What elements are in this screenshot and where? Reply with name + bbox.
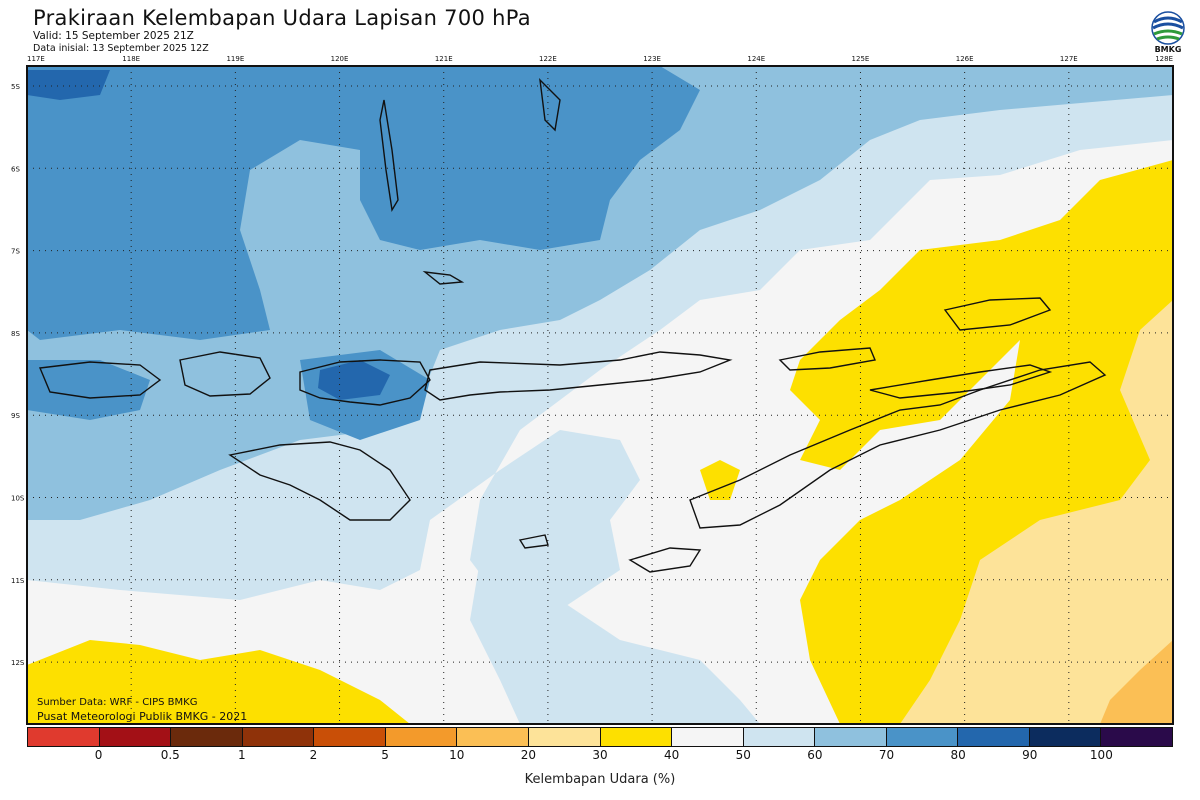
colorbar-segment (743, 728, 816, 746)
lon-label-119E: 119E (226, 55, 244, 63)
humidity-colorbar (27, 727, 1173, 747)
initial-data-time: Data inisial: 13 September 2025 12Z (33, 43, 209, 54)
coastline-buton (539, 78, 561, 132)
lon-label-118E: 118E (122, 55, 140, 63)
lon-label-124E: 124E (747, 55, 765, 63)
lat-label-8S: 8S (11, 330, 20, 338)
colorbar-tick: 1 (238, 748, 246, 762)
coastline-tanahjampea (422, 271, 465, 285)
colorbar-tick: 40 (663, 748, 680, 762)
lat-label-9S: 9S (11, 412, 20, 420)
colorbar-tick: 5 (381, 748, 389, 762)
humidity-30-40-area-timor (700, 460, 740, 500)
humidity-80-90-area-center (318, 360, 390, 400)
colorbar-tick: 70 (878, 748, 895, 762)
colorbar-segment (457, 728, 529, 746)
lat-label-10S: 10S (11, 495, 25, 503)
coastline-wetar (869, 364, 1053, 399)
colorbar-segment (815, 728, 887, 746)
colorbar-segment (385, 728, 458, 746)
coastline-timor (689, 361, 1107, 529)
colorbar-tick: 50 (735, 748, 751, 762)
colorbar-segment (99, 728, 172, 746)
humidity-20-30-area (900, 300, 1173, 724)
coastline-lombok (179, 351, 271, 397)
colorbar-tick: 100 (1089, 748, 1113, 762)
humidity-70-80-area (27, 66, 700, 340)
colorbar-tick: 30 (592, 748, 608, 762)
coastline-flores (424, 351, 733, 401)
lat-label-11S: 11S (11, 577, 25, 585)
lat-label-12S: 12S (11, 659, 25, 667)
humidity-50-60-area-south (470, 560, 760, 724)
colorbar-tick: 60 (807, 748, 823, 762)
coastline-rote (628, 547, 702, 573)
colorbar-segment (672, 728, 744, 746)
colorbar-segment (171, 728, 243, 746)
humidity-80-90-area (27, 70, 110, 100)
colorbar-segment (314, 728, 386, 746)
source-data-label: Sumber Data: WRF - CIPS BMKG (37, 697, 198, 708)
humidity-70-80-area-west (27, 360, 150, 420)
colorbar-segment (28, 728, 100, 746)
coastline-sumbawa (299, 359, 431, 406)
lat-label-7S: 7S (11, 248, 20, 256)
humidity-30-40-area-south (27, 640, 410, 724)
coastline-kepulauan (943, 297, 1052, 331)
map-frame (26, 65, 1174, 725)
colorbar-segment (886, 728, 959, 746)
colorbar-segment (600, 728, 673, 746)
lon-label-117E: 117E (27, 55, 45, 63)
colorbar-segment (242, 728, 315, 746)
colorbar-tick: 0.5 (160, 748, 180, 762)
source-org-label: Pusat Meteorologi Publik BMKG - 2021 (37, 710, 248, 723)
lon-label-122E: 122E (539, 55, 557, 63)
lon-label-127E: 127E (1060, 55, 1078, 63)
page-title: Prakiraan Kelembapan Udara Lapisan 700 h… (33, 6, 531, 30)
logo-label: BMKG (1154, 45, 1182, 54)
lon-label-128E: 128E (1155, 55, 1173, 63)
colorbar-segment (1101, 728, 1172, 746)
lon-label-125E: 125E (852, 55, 870, 63)
colorbar-segment (1029, 728, 1102, 746)
lon-label-123E: 123E (643, 55, 661, 63)
coastline-savu (518, 534, 549, 549)
colorbar-tick: 80 (950, 748, 966, 762)
colorbar-segment (528, 728, 601, 746)
coastlines (38, 78, 1107, 573)
colorbar-label: Kelembapan Udara (%) (524, 772, 676, 787)
graticule (27, 66, 1173, 724)
coastline-alor (778, 347, 876, 371)
lat-label-5S: 5S (11, 83, 20, 91)
lon-label-121E: 121E (435, 55, 453, 63)
lon-label-126E: 126E (956, 55, 974, 63)
colorbar-tick: 20 (520, 748, 537, 762)
coastline-sumba (228, 441, 411, 521)
bmkg-logo-icon (1151, 11, 1185, 45)
valid-time: Valid: 15 September 2025 21Z (33, 30, 194, 42)
colorbar-tick: 0 (94, 748, 103, 762)
colorbar-tick: 90 (1022, 748, 1038, 762)
humidity-10-20-area (1100, 640, 1173, 724)
colorbar-tick: 10 (449, 748, 465, 762)
colorbar-segment (958, 728, 1030, 746)
coastline-sulawesi-south (379, 99, 399, 213)
lat-label-6S: 6S (11, 165, 20, 173)
lon-label-120E: 120E (331, 55, 349, 63)
coastline-bali (38, 361, 162, 399)
colorbar-tick: 2 (309, 748, 318, 762)
